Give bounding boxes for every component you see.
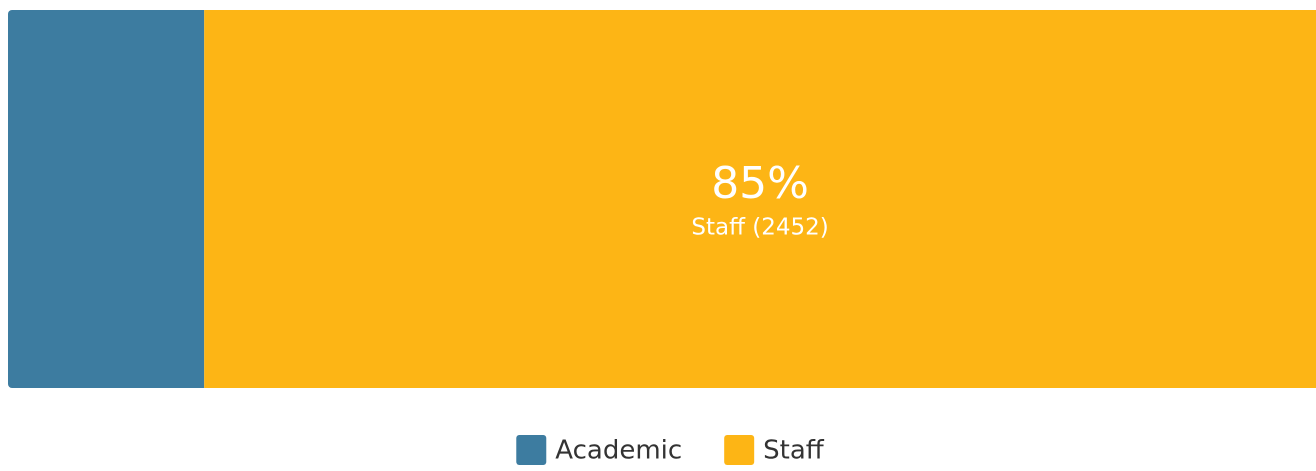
legend-label: Academic	[555, 436, 682, 466]
segment-label: Staff (2452)	[691, 215, 828, 241]
legend-label: Staff	[763, 436, 825, 466]
bar-group	[8, 10, 1316, 388]
label-group: 85% Staff (2452)	[691, 158, 828, 241]
value-label: 85%	[711, 158, 809, 209]
bar-segment	[204, 10, 1316, 388]
legend-swatch	[724, 435, 755, 465]
legend: Academic Staff	[516, 435, 825, 466]
bar-segment	[8, 10, 205, 388]
legend-swatch	[516, 435, 547, 465]
